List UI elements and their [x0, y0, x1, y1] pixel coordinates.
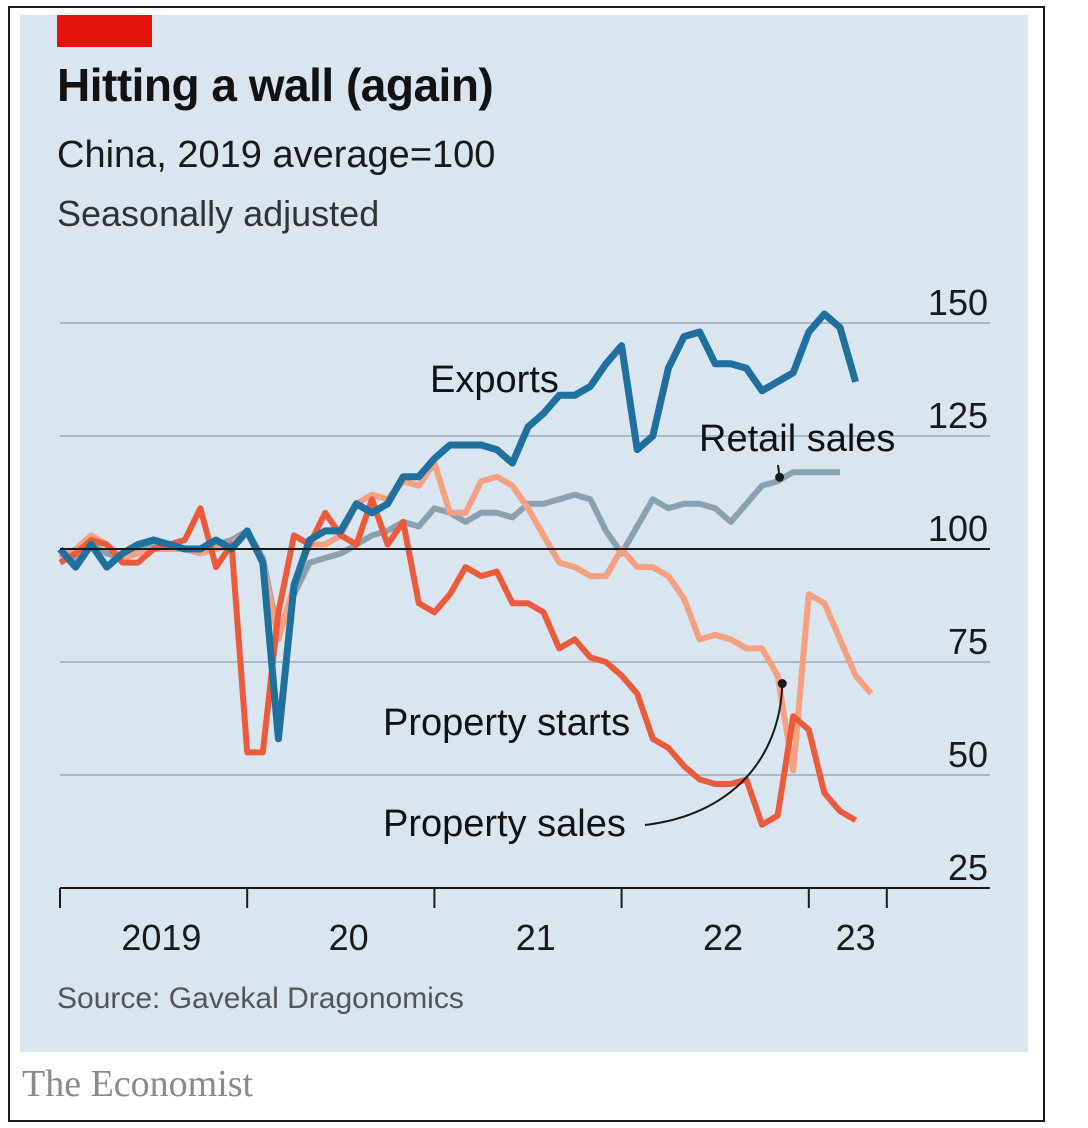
series-line-retail — [59, 469, 840, 638]
y-tick-label-100: 100 — [928, 508, 988, 549]
x-axis: 2019 20 21 22 23 — [59, 548, 990, 958]
x-tick-label-21: 21 — [516, 917, 556, 958]
x-tick-label-22: 22 — [703, 917, 743, 958]
property-sales-leader-dot — [777, 679, 787, 689]
annotations: Exports Retail sales Property starts Proper… — [383, 359, 895, 845]
brand-red-tag — [57, 15, 152, 47]
y-tick-label-50: 50 — [948, 734, 988, 775]
property-sales-leader — [644, 683, 784, 826]
series-line-sales — [58, 496, 858, 828]
retail-sales-leader-dot — [775, 472, 785, 482]
y-tick-label-25: 25 — [948, 847, 988, 888]
series-label-exports: Exports — [430, 359, 559, 401]
series-label-property-starts: Property starts — [383, 702, 630, 744]
economist-logo: The Economist — [22, 1063, 254, 1105]
series-label-property-sales: Property sales — [383, 803, 626, 845]
x-tick-label-2019: 2019 — [121, 917, 201, 958]
y-tick-label-75: 75 — [948, 621, 988, 662]
y-tick-label-125: 125 — [928, 395, 988, 436]
y-tick-label-150: 150 — [928, 282, 988, 323]
chart-note: Seasonally adjusted — [57, 193, 380, 234]
y-tick-labels: 150 125 100 75 50 25 — [928, 282, 988, 888]
chart-title: Hitting a wall (again) — [57, 59, 494, 111]
chart-subtitle: China, 2019 average=100 — [57, 134, 496, 176]
series-label-retail-sales: Retail sales — [699, 418, 895, 460]
x-tick-label-20: 20 — [329, 917, 369, 958]
source-note: Source: Gavekal Dragonomics — [57, 982, 464, 1015]
x-tick-label-23: 23 — [836, 917, 876, 958]
